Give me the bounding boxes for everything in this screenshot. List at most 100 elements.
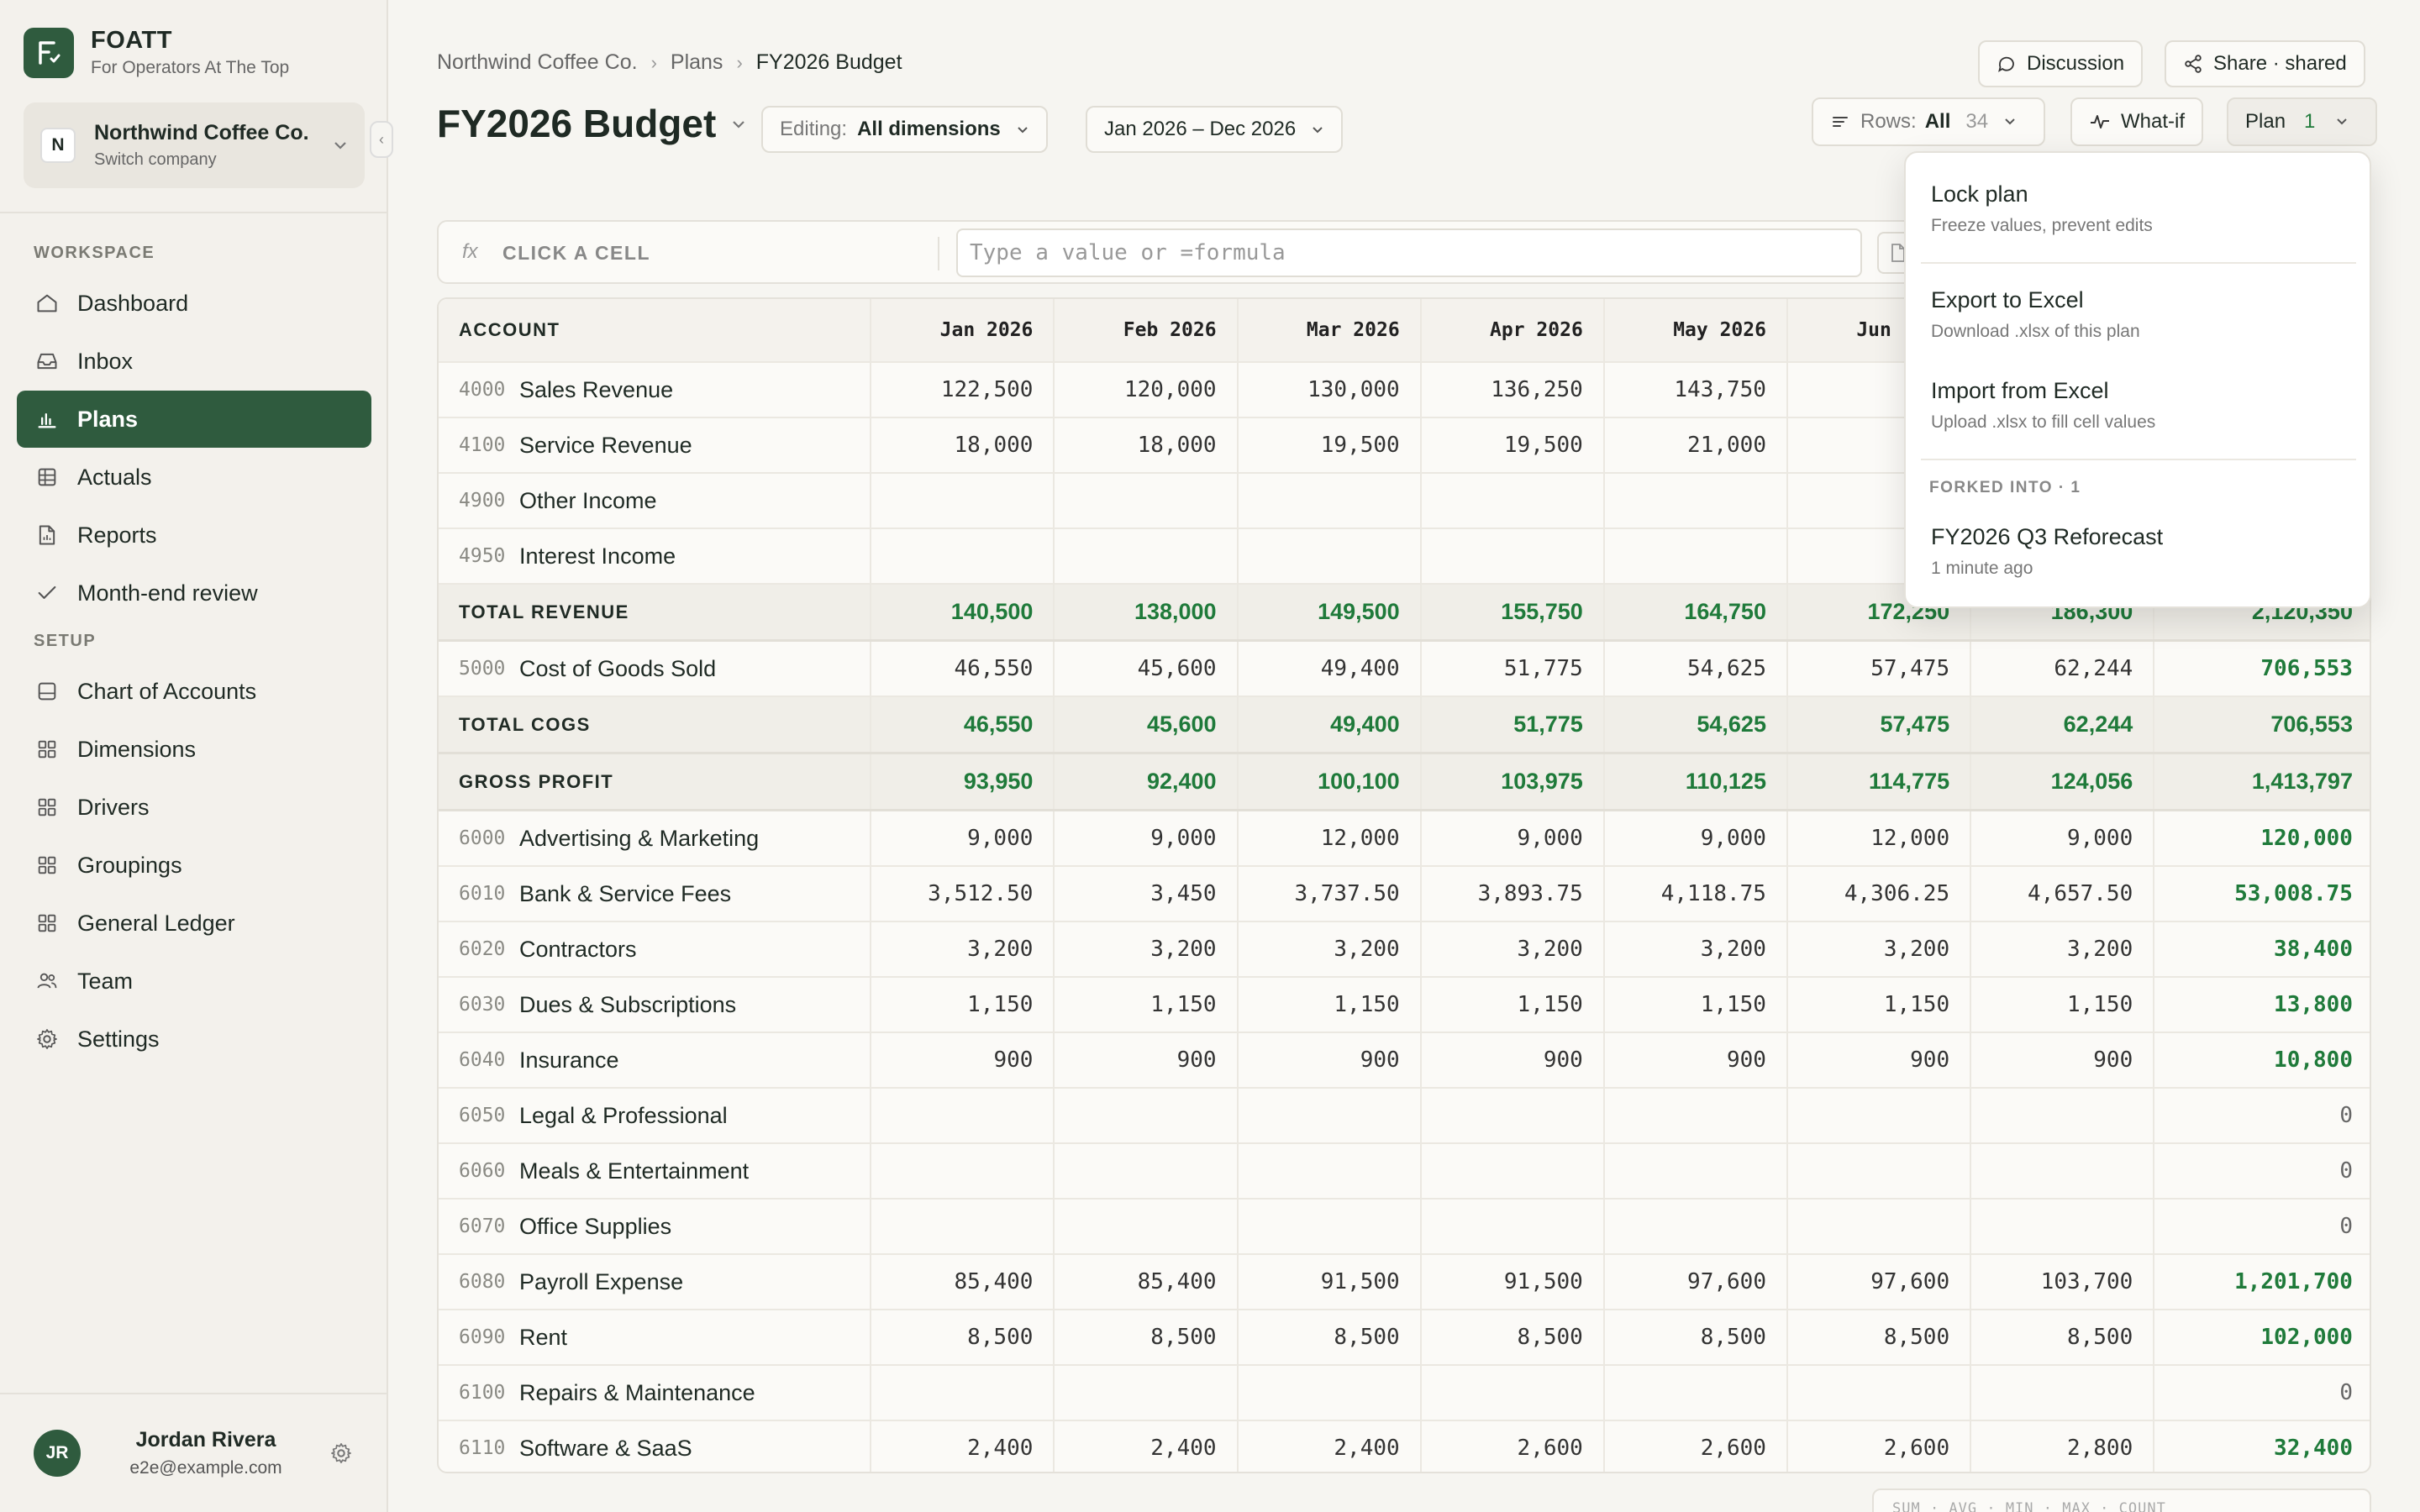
sidebar-item-reports[interactable]: Reports	[17, 507, 371, 564]
discussion-button[interactable]: Discussion	[1978, 40, 2144, 87]
sidebar-item-dimensions[interactable]: Dimensions	[17, 721, 371, 778]
company-switcher[interactable]: N Northwind Coffee Co. Switch company	[24, 102, 365, 188]
sidebar-item-drivers[interactable]: Drivers	[17, 779, 371, 836]
editing-dimensions-select[interactable]: Editing: All dimensions	[761, 106, 1048, 153]
import-excel-menu-item[interactable]: Import from Excel Upload .xlsx to fill c…	[1931, 378, 2155, 433]
sidebar-item-dashboard[interactable]: Dashboard	[17, 275, 371, 332]
value-cell[interactable]: 3,893.75	[1422, 867, 1605, 921]
column-header-month[interactable]: May 2026	[1605, 299, 1788, 361]
value-cell[interactable]: 8,500	[1788, 1310, 1972, 1364]
value-cell[interactable]: 9,000	[1971, 811, 2155, 865]
gear-icon[interactable]	[329, 1441, 353, 1469]
value-cell[interactable]: 900	[1788, 1033, 1972, 1087]
sidebar-collapse-button[interactable]: ‹	[370, 121, 393, 158]
export-excel-menu-item[interactable]: Export to Excel Download .xlsx of this p…	[1931, 287, 2140, 342]
value-cell[interactable]: 9,000	[1422, 811, 1605, 865]
value-cell[interactable]: 49,400	[1239, 642, 1422, 696]
value-cell[interactable]	[1055, 1144, 1239, 1198]
value-cell[interactable]: 122,500	[871, 363, 1055, 417]
value-cell[interactable]: 2,400	[871, 1421, 1055, 1472]
value-cell[interactable]: 46,550	[871, 642, 1055, 696]
value-cell[interactable]: 130,000	[1239, 363, 1422, 417]
value-cell[interactable]	[1239, 474, 1422, 528]
sidebar-item-settings[interactable]: Settings	[17, 1011, 371, 1068]
value-cell[interactable]: 900	[871, 1033, 1055, 1087]
value-cell[interactable]: 8,500	[1605, 1310, 1788, 1364]
value-cell[interactable]: 2,600	[1788, 1421, 1972, 1472]
value-cell[interactable]: 8,500	[1055, 1310, 1239, 1364]
value-cell[interactable]	[1605, 529, 1788, 583]
value-cell[interactable]	[1239, 529, 1422, 583]
sidebar-item-groupings[interactable]: Groupings	[17, 837, 371, 894]
value-cell[interactable]: 54,625	[1605, 642, 1788, 696]
value-cell[interactable]	[1422, 474, 1605, 528]
sidebar-item-plans[interactable]: Plans	[17, 391, 371, 448]
value-cell[interactable]	[1422, 1200, 1605, 1253]
sidebar-item-chart-of-accounts[interactable]: Chart of Accounts	[17, 663, 371, 720]
page-title[interactable]: FY2026 Budget	[437, 101, 746, 146]
value-cell[interactable]: 1,150	[1239, 978, 1422, 1032]
value-cell[interactable]: 97,600	[1788, 1255, 1972, 1309]
value-cell[interactable]: 900	[1239, 1033, 1422, 1087]
what-if-button[interactable]: What-if	[2070, 97, 2204, 146]
rows-filter-button[interactable]: Rows: All 34	[1812, 97, 2046, 146]
value-cell[interactable]	[1055, 1366, 1239, 1420]
value-cell[interactable]: 12,000	[1788, 811, 1972, 865]
value-cell[interactable]: 57,475	[1788, 642, 1972, 696]
value-cell[interactable]: 8,500	[871, 1310, 1055, 1364]
value-cell[interactable]	[871, 1144, 1055, 1198]
value-cell[interactable]	[1971, 1144, 2155, 1198]
value-cell[interactable]	[1788, 1200, 1972, 1253]
value-cell[interactable]: 21,000	[1605, 418, 1788, 472]
value-cell[interactable]	[1422, 529, 1605, 583]
sidebar-item-inbox[interactable]: Inbox	[17, 333, 371, 390]
value-cell[interactable]: 3,737.50	[1239, 867, 1422, 921]
value-cell[interactable]: 3,200	[1422, 922, 1605, 976]
value-cell[interactable]	[1788, 1144, 1972, 1198]
value-cell[interactable]: 45,600	[1055, 642, 1239, 696]
value-cell[interactable]: 62,244	[1971, 642, 2155, 696]
value-cell[interactable]: 3,200	[871, 922, 1055, 976]
value-cell[interactable]	[871, 1200, 1055, 1253]
value-cell[interactable]: 900	[1971, 1033, 2155, 1087]
value-cell[interactable]: 8,500	[1422, 1310, 1605, 1364]
value-cell[interactable]: 2,400	[1055, 1421, 1239, 1472]
value-cell[interactable]	[1788, 1366, 1972, 1420]
value-cell[interactable]: 3,200	[1605, 922, 1788, 976]
value-cell[interactable]: 51,775	[1422, 642, 1605, 696]
value-cell[interactable]: 1,150	[871, 978, 1055, 1032]
value-cell[interactable]: 900	[1422, 1033, 1605, 1087]
value-cell[interactable]	[1239, 1089, 1422, 1142]
value-cell[interactable]: 120,000	[1055, 363, 1239, 417]
value-cell[interactable]	[871, 474, 1055, 528]
value-cell[interactable]: 2,600	[1605, 1421, 1788, 1472]
value-cell[interactable]: 91,500	[1422, 1255, 1605, 1309]
value-cell[interactable]	[871, 1366, 1055, 1420]
value-cell[interactable]	[1971, 1200, 2155, 1253]
value-cell[interactable]: 1,150	[1971, 978, 2155, 1032]
value-cell[interactable]	[1055, 529, 1239, 583]
forked-plan-item[interactable]: FY2026 Q3 Reforecast 1 minute ago	[1931, 524, 2163, 579]
value-cell[interactable]: 3,200	[1055, 922, 1239, 976]
value-cell[interactable]	[1422, 1366, 1605, 1420]
sidebar-item-general-ledger[interactable]: General Ledger	[17, 895, 371, 952]
value-cell[interactable]	[1971, 1089, 2155, 1142]
lock-plan-menu-item[interactable]: Lock plan Freeze values, prevent edits	[1931, 181, 2153, 236]
value-cell[interactable]: 97,600	[1605, 1255, 1788, 1309]
value-cell[interactable]: 9,000	[1605, 811, 1788, 865]
value-cell[interactable]: 4,657.50	[1971, 867, 2155, 921]
value-cell[interactable]: 91,500	[1239, 1255, 1422, 1309]
value-cell[interactable]	[871, 529, 1055, 583]
value-cell[interactable]: 85,400	[871, 1255, 1055, 1309]
date-range-select[interactable]: Jan 2026 – Dec 2026	[1086, 106, 1344, 153]
value-cell[interactable]: 18,000	[1055, 418, 1239, 472]
value-cell[interactable]: 3,200	[1971, 922, 2155, 976]
breadcrumb-company[interactable]: Northwind Coffee Co.	[437, 50, 638, 74]
value-cell[interactable]: 3,512.50	[871, 867, 1055, 921]
value-cell[interactable]: 1,150	[1422, 978, 1605, 1032]
value-cell[interactable]: 19,500	[1239, 418, 1422, 472]
avatar[interactable]: JR	[34, 1430, 81, 1477]
value-cell[interactable]: 3,200	[1239, 922, 1422, 976]
value-cell[interactable]: 1,150	[1605, 978, 1788, 1032]
formula-input[interactable]: Type a value or =formula	[956, 228, 1862, 277]
